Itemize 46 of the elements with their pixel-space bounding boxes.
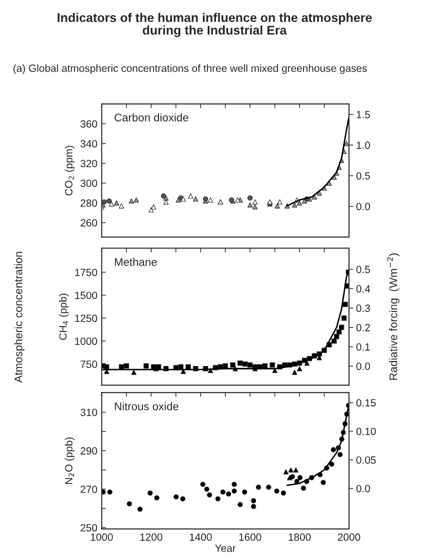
x-tick-label: 1800	[288, 533, 311, 541]
y-tick-label: 750	[80, 360, 98, 368]
y-tick-label: 1500	[75, 292, 98, 300]
y2-tick-label: 0.3	[356, 304, 370, 312]
y-tick-label: 1250	[75, 314, 98, 322]
chart-subtitle: (a) Global atmospheric concentrations of three well mixed greenhouse gases	[14, 64, 367, 74]
y-tick-label: 1750	[75, 268, 98, 276]
x-tick-label: 1600	[239, 533, 262, 541]
y-tick-label: 250	[80, 524, 98, 532]
chart-title: Indicators of the human influence on the atmosphere during the Industrial Era	[58, 12, 372, 38]
x-tick-label: 2000	[338, 533, 360, 541]
y2-tick-label: 1.0	[356, 142, 370, 149]
y-tick-label: 310	[80, 408, 98, 416]
y-tick-label: 270	[80, 486, 98, 494]
x-tick-label: 1000	[90, 533, 113, 541]
x-tick-label: 1200	[140, 533, 162, 541]
x-tick-label: 1400	[190, 533, 212, 541]
y-tick-label: 300	[80, 180, 98, 187]
y-tick-label: 320	[80, 160, 98, 168]
y2-tick-label: 0.2	[356, 324, 370, 332]
y-tick-label: 290	[80, 447, 98, 455]
y-tick-label: 360	[80, 120, 98, 128]
y2-axis-title: Radiative forcing (Wm$^{−2}$)	[387, 253, 400, 380]
y-axis-title: N$_{2}$O (ppb)	[64, 438, 74, 484]
y-tick-label: 260	[80, 219, 98, 227]
y-tick-label: 340	[80, 140, 98, 148]
y2-tick-label: 0.0	[356, 202, 370, 210]
y2-tick-label: 0.5	[356, 172, 370, 180]
y2-tick-label: 0.10	[356, 428, 376, 436]
annotation: Carbon dioxide	[114, 113, 188, 122]
annotation: Nitrous oxide	[114, 402, 178, 410]
text: Atmospheric concentration	[14, 252, 24, 383]
y-tick-label: 280	[80, 199, 98, 207]
y2-tick-label: 0.0	[356, 362, 370, 370]
y2-tick-label: 0.4	[356, 285, 370, 293]
y2-tick-label: 0.05	[356, 456, 376, 464]
y2-tick-label: 0.15	[356, 399, 376, 407]
y-axis-title: CO$_{2}$ (ppm)	[64, 146, 74, 196]
y-axis-title: CH$_{4}$ (ppb)	[58, 294, 69, 340]
y2-tick-label: 0.0	[356, 484, 370, 492]
y2-tick-label: 0.1	[356, 343, 370, 351]
y-tick-label: 1000	[75, 338, 98, 345]
annotation: Methane	[114, 258, 157, 266]
y2-tick-label: 0.5	[356, 266, 370, 274]
x-axis-title: Year	[215, 544, 236, 552]
y2-tick-label: 1.5	[356, 111, 370, 118]
